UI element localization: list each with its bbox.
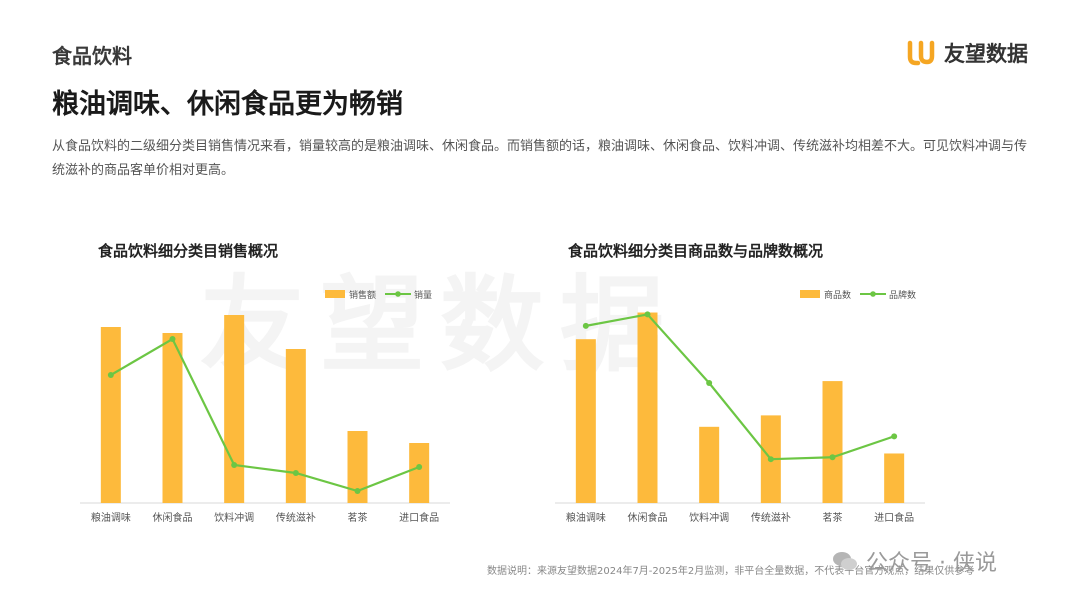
brand-name: 友望数据 [944,42,1028,66]
x-tick-label: 饮料冲调 [689,511,729,524]
x-tick-label: 进口食品 [399,511,439,524]
x-tick-label: 粮油调味 [91,511,131,524]
point-品牌数-传统滋补 [767,456,774,463]
bar-商品数-进口食品 [884,453,905,503]
x-tick-label: 茗茶 [348,511,368,524]
page-description: 从食品饮料的二级细分类目销售情况来看，销量较高的是粮油调味、休闲食品。而销售额的… [52,139,1028,178]
point-品牌数-粮油调味 [582,322,589,329]
page-title: 粮油调味、休闲食品更为畅销 [52,89,403,120]
chart-title-sales: 食品饮料细分类目销售概况 [98,242,279,260]
wechat-icon [833,552,857,570]
bar-销售额-粮油调味 [100,327,121,503]
bar-商品数-饮料冲调 [699,426,720,503]
x-tick-label: 粮油调味 [566,511,606,524]
legend-bar-swatch [800,290,820,298]
line-品牌数 [585,313,895,461]
bar-商品数-茗茶 [822,381,843,503]
products-chart: 粮油调味 休闲食品 饮料冲调 传统滋补 茗茶 进口食品 商品数 品牌数 [555,289,925,524]
bar-商品数-休闲食品 [637,312,658,503]
x-tick-label: 传统滋补 [276,511,316,524]
legend-label-bar: 销售额 [349,289,376,301]
wechat-watermark: 公众号 · 侠说 [832,545,997,577]
bar-销售额-休闲食品 [162,333,183,503]
point-品牌数-休闲食品 [644,311,651,318]
x-tick-label: 传统滋补 [751,511,791,524]
point-销量-粮油调味 [107,372,114,378]
legend-label-line: 销量 [414,289,432,301]
point-销量-休闲食品 [169,336,176,342]
legend-line-marker [870,291,876,297]
line-销量 [110,337,420,493]
point-销量-茗茶 [354,488,361,494]
sales-chart: 粮油调味 休闲食品 饮料冲调 传统滋补 茗茶 进口食品 销售额 销量 [80,289,450,524]
wechat-label: 公众号 · 侠说 [866,551,997,576]
point-品牌数-进口食品 [891,433,898,440]
legend-label-line: 品牌数 [889,289,916,301]
point-销量-传统滋补 [292,470,299,476]
point-销量-进口食品 [416,464,423,470]
point-品牌数-茗茶 [829,454,836,461]
bar-销售额-传统滋补 [285,349,306,503]
chart-title-products: 食品饮料细分类目商品数与品牌数概况 [568,242,824,260]
data-source-note: 数据说明：来源友望数据2024年7月-2025年2月监测，非平台全量数据，不代表… [487,566,975,577]
legend-bar-swatch [325,290,345,298]
x-tick-label: 饮料冲调 [214,511,254,524]
x-tick-label: 进口食品 [874,511,914,524]
point-销量-饮料冲调 [231,462,238,468]
x-tick-label: 休闲食品 [628,511,668,524]
brand-logo-icon [907,40,935,66]
bar-销售额-饮料冲调 [224,315,245,503]
legend-line-marker [395,291,401,297]
brand-logo: 友望数据 [906,38,1028,68]
legend-label-bar: 商品数 [824,289,851,301]
bar-销售额-茗茶 [347,431,368,503]
bar-销售额-进口食品 [409,443,430,503]
x-tick-label: 茗茶 [823,511,843,524]
x-tick-label: 休闲食品 [153,511,193,524]
bar-商品数-粮油调味 [575,339,596,503]
section-label: 食品饮料 [52,44,132,68]
point-品牌数-饮料冲调 [706,380,713,386]
